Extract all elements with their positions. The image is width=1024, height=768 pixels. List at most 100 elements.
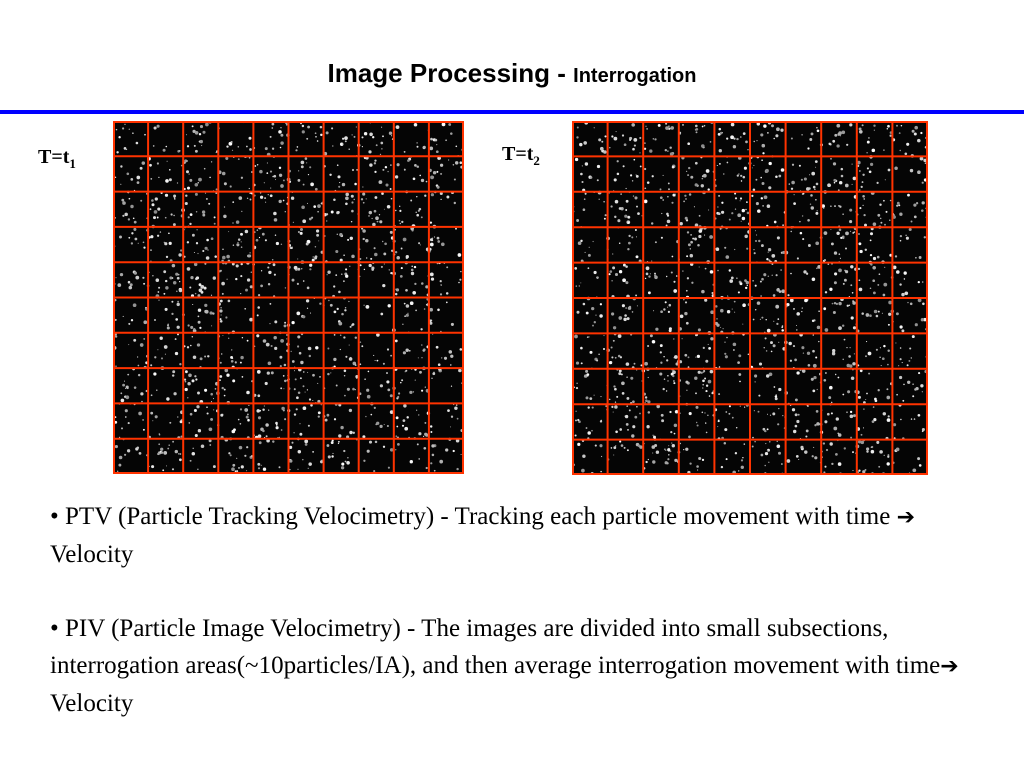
particle-dot bbox=[176, 182, 179, 184]
particle-dot bbox=[585, 369, 589, 373]
particle-dot bbox=[176, 302, 180, 307]
particle-dot bbox=[857, 395, 861, 399]
particle-dot bbox=[403, 404, 407, 408]
particle-dot bbox=[351, 201, 354, 204]
particle-dot bbox=[839, 205, 842, 208]
particle-dot bbox=[211, 325, 213, 327]
particle-dot bbox=[790, 137, 793, 140]
particle-dot bbox=[353, 198, 355, 201]
particle-dot bbox=[584, 192, 587, 195]
particle-dot bbox=[869, 287, 872, 289]
particle-dot bbox=[643, 167, 647, 171]
particle-dot bbox=[195, 242, 199, 245]
particle-dot bbox=[376, 333, 380, 337]
particle-dot bbox=[834, 133, 838, 137]
particle-dot bbox=[389, 230, 393, 234]
particle-dot bbox=[407, 159, 410, 162]
particle-dot bbox=[249, 252, 251, 254]
particle-dot bbox=[760, 176, 762, 179]
particle-dot bbox=[652, 138, 654, 140]
particle-dot bbox=[682, 123, 684, 126]
particle-dot bbox=[796, 371, 800, 375]
particle-dot bbox=[194, 149, 198, 153]
particle-dot bbox=[858, 279, 861, 282]
particle-dot bbox=[830, 157, 832, 160]
bullet-piv-text: PIV (Particle Image Velocimetry) - The i… bbox=[50, 615, 941, 679]
particle-dot bbox=[693, 206, 695, 208]
particle-dot bbox=[316, 233, 320, 237]
particle-dot bbox=[221, 386, 224, 390]
particle-dot bbox=[775, 394, 777, 396]
particle-dot bbox=[913, 215, 917, 219]
particle-dot bbox=[396, 425, 399, 428]
particle-dot bbox=[845, 247, 847, 250]
particle-dot bbox=[136, 175, 141, 180]
particle-dot bbox=[866, 167, 869, 170]
particle-dot bbox=[728, 269, 732, 272]
particle-dot bbox=[248, 156, 251, 159]
particle-dot bbox=[745, 140, 748, 144]
particle-dot bbox=[842, 358, 844, 361]
particle-dot bbox=[180, 435, 183, 438]
particle-dot bbox=[734, 197, 738, 200]
particle-dot bbox=[782, 250, 786, 254]
particle-dot bbox=[178, 453, 180, 455]
particle-dot bbox=[177, 300, 180, 303]
particle-dot bbox=[580, 346, 583, 350]
particle-dot bbox=[886, 127, 889, 130]
particle-dot bbox=[151, 199, 154, 202]
particle-dot bbox=[882, 293, 886, 297]
particle-dot bbox=[703, 124, 706, 127]
particle-dot bbox=[186, 346, 190, 349]
particle-dot bbox=[219, 269, 222, 272]
particle-dot bbox=[448, 350, 453, 354]
right-arrow-icon: ➔ bbox=[896, 505, 915, 530]
particle-dot bbox=[258, 441, 262, 445]
particle-dot bbox=[850, 316, 854, 320]
particle-dot bbox=[796, 312, 800, 316]
particle-dot bbox=[834, 272, 838, 276]
particle-dot bbox=[318, 240, 320, 242]
particle-dot bbox=[718, 149, 722, 153]
particle-dot bbox=[128, 128, 130, 130]
particle-dot bbox=[345, 274, 349, 278]
particle-dot bbox=[424, 194, 427, 197]
particle-dot bbox=[804, 298, 808, 303]
particle-dot bbox=[369, 163, 373, 167]
particle-dot bbox=[374, 170, 377, 174]
particle-dot bbox=[127, 280, 131, 284]
particle-dot bbox=[812, 349, 815, 353]
particle-dot bbox=[400, 381, 402, 384]
particle-dot bbox=[760, 295, 762, 297]
particle-dot bbox=[228, 231, 230, 233]
particle-dot bbox=[869, 253, 873, 257]
particle-dot bbox=[363, 459, 366, 462]
particle-dot bbox=[717, 132, 721, 136]
particle-dot bbox=[299, 231, 303, 235]
particle-dot bbox=[405, 304, 410, 308]
particle-dot bbox=[349, 325, 352, 328]
particle-dot bbox=[361, 345, 364, 348]
particle-dot bbox=[219, 361, 222, 364]
particle-dot bbox=[296, 282, 300, 286]
particle-dot bbox=[838, 228, 842, 232]
particle-dot bbox=[866, 447, 870, 451]
particle-dot bbox=[654, 241, 657, 244]
particle-dot bbox=[835, 302, 838, 305]
particle-dot bbox=[660, 236, 663, 239]
particle-dot bbox=[899, 375, 903, 380]
particle-dot bbox=[191, 125, 194, 128]
particle-dot bbox=[117, 470, 119, 472]
particle-dot bbox=[280, 184, 284, 188]
particle-dot bbox=[344, 460, 347, 463]
particle-dot bbox=[381, 192, 384, 195]
particle-dot bbox=[273, 174, 277, 178]
particle-dot bbox=[235, 220, 240, 224]
particle-dot bbox=[692, 237, 695, 240]
particle-dot bbox=[122, 383, 126, 387]
particle-dot bbox=[621, 392, 625, 395]
particle-dot bbox=[210, 392, 213, 396]
particle-dot bbox=[387, 388, 391, 392]
particle-dot bbox=[359, 264, 362, 267]
particle-dot bbox=[373, 406, 376, 409]
